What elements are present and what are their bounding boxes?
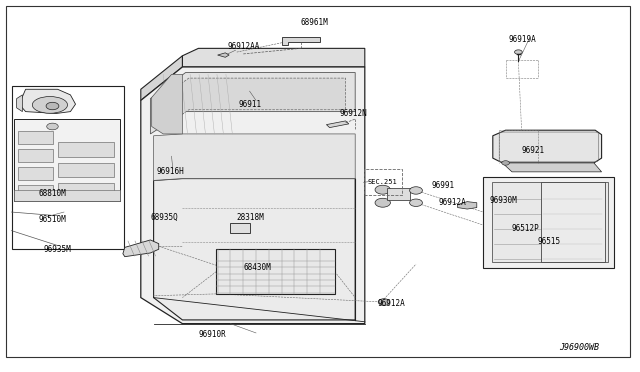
Text: 28318M: 28318M	[237, 213, 264, 222]
Text: 68961M: 68961M	[301, 18, 328, 27]
Bar	[492, 182, 608, 262]
Polygon shape	[19, 89, 76, 113]
Polygon shape	[17, 95, 22, 112]
Bar	[58, 163, 114, 177]
Text: 68430M: 68430M	[243, 263, 271, 272]
Text: 96510M: 96510M	[38, 215, 66, 224]
Text: 96916H: 96916H	[157, 167, 184, 176]
Text: 96512P: 96512P	[512, 224, 540, 233]
Text: 96912A: 96912A	[438, 198, 466, 207]
Polygon shape	[141, 56, 182, 100]
Bar	[14, 119, 120, 201]
Polygon shape	[150, 73, 355, 134]
Ellipse shape	[32, 96, 68, 113]
Circle shape	[46, 102, 59, 110]
Bar	[216, 249, 335, 294]
Polygon shape	[326, 121, 349, 128]
Bar	[230, 223, 250, 232]
Bar	[364, 169, 402, 195]
Polygon shape	[458, 202, 477, 209]
Text: SEC.251: SEC.251	[368, 179, 397, 185]
Circle shape	[515, 50, 522, 54]
Circle shape	[410, 187, 422, 194]
Polygon shape	[141, 67, 365, 324]
Circle shape	[375, 185, 390, 194]
Polygon shape	[154, 179, 355, 320]
Circle shape	[375, 198, 390, 207]
Circle shape	[378, 299, 390, 305]
Bar	[387, 188, 410, 200]
Text: 96930M: 96930M	[490, 196, 517, 205]
Bar	[14, 190, 120, 201]
Text: 68810M: 68810M	[38, 189, 66, 198]
Text: 96912A: 96912A	[378, 299, 405, 308]
Text: 96921: 96921	[522, 146, 545, 155]
Text: 96991: 96991	[432, 182, 455, 190]
Polygon shape	[182, 48, 365, 67]
Circle shape	[502, 161, 509, 165]
Polygon shape	[123, 240, 159, 257]
Bar	[541, 182, 605, 262]
Text: 96912N: 96912N	[339, 109, 367, 118]
Bar	[18, 131, 53, 144]
Bar	[12, 86, 124, 249]
Polygon shape	[160, 78, 346, 130]
Text: 96911: 96911	[238, 100, 261, 109]
Bar	[18, 167, 53, 180]
Polygon shape	[282, 37, 320, 45]
Text: 96919A: 96919A	[509, 35, 536, 44]
Text: J96900WB: J96900WB	[559, 343, 599, 352]
Circle shape	[410, 199, 422, 206]
Bar	[58, 142, 114, 157]
Bar	[18, 185, 53, 198]
Bar	[483, 177, 614, 268]
Polygon shape	[493, 130, 602, 163]
Text: 68935Q: 68935Q	[150, 213, 178, 222]
Text: 96935M: 96935M	[44, 245, 72, 254]
Polygon shape	[218, 53, 229, 57]
Bar	[18, 149, 53, 162]
Polygon shape	[152, 74, 182, 134]
Text: 96515: 96515	[538, 237, 561, 246]
Text: 96912AA: 96912AA	[227, 42, 260, 51]
Bar	[58, 183, 114, 198]
Polygon shape	[502, 163, 602, 172]
Circle shape	[47, 123, 58, 130]
Polygon shape	[154, 134, 355, 180]
Text: 96910R: 96910R	[198, 330, 226, 339]
